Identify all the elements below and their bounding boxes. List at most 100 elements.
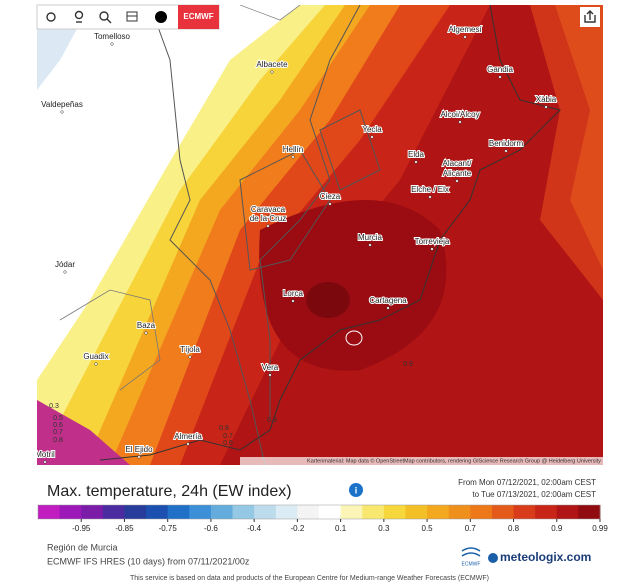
colorbar-tick-label: -0.6	[204, 524, 218, 533]
place: Motril	[35, 449, 56, 464]
contour-label: 0.6	[223, 440, 233, 447]
period-to: to Tue 07/13/2021, 02:00am CEST	[472, 490, 596, 499]
place-dot	[370, 135, 374, 139]
place: Baza	[136, 320, 157, 335]
colorbar-segment	[297, 505, 320, 519]
colorbar-segment	[102, 505, 125, 519]
place: Vera	[261, 362, 280, 377]
place: Gandia	[486, 64, 514, 79]
colorbar: -0.95 -0.85 -0.75 -0.6 -0.4 -0.2 0.1 0.3 0.5 0.7 0…	[37, 504, 608, 533]
colorbar-tick-label: 0.8	[508, 524, 520, 533]
colorbar-segment	[81, 505, 104, 519]
place-dot	[270, 70, 274, 74]
colorbar-segment	[319, 505, 342, 519]
refresh-button[interactable]	[46, 12, 56, 22]
contour-label: 0.6	[53, 422, 63, 429]
place-label: Baza	[137, 321, 156, 330]
place-label: Xàbia	[536, 95, 557, 104]
contour-label: 0.8	[219, 425, 229, 432]
contour-label: 0.5	[53, 415, 63, 422]
place-label: Guadix	[83, 352, 108, 361]
colorbar-segment	[578, 505, 601, 519]
place: Tomelloso	[93, 31, 132, 46]
place-dot	[414, 160, 418, 164]
place-label: Motril	[35, 450, 55, 459]
place: Torrevieja	[414, 236, 451, 251]
model-button-label: ECMWF	[183, 12, 213, 21]
grid-button[interactable]	[126, 11, 138, 22]
place: Jódar	[54, 259, 76, 274]
place-label: Lorca	[283, 289, 304, 298]
place-label: Algemesí	[448, 25, 482, 34]
place: de la Cruz	[249, 213, 287, 228]
info-button[interactable]: i	[349, 483, 363, 497]
place-label: Benidorm	[489, 139, 524, 148]
map[interactable]: Tomelloso Valdepeñas Albacete Hellín Yecla Al…	[35, 5, 603, 465]
place-dot	[94, 362, 98, 366]
place-label: Cieza	[320, 192, 341, 201]
ecmwf-logo-text: ECMWF	[462, 561, 481, 567]
period-from: From Mon 07/12/2021, 02:00am CEST	[458, 478, 596, 487]
colorbar-segment	[189, 505, 212, 519]
place-dot	[188, 355, 192, 359]
place-label: Albacete	[256, 60, 288, 69]
place-label: Alacant/	[443, 159, 473, 168]
colorbar-tick-label: 0.7	[465, 524, 477, 533]
colorbar-segment	[362, 505, 385, 519]
place: Murcia	[357, 232, 384, 247]
colorbar-tick-label: -0.2	[290, 524, 304, 533]
place-dot	[291, 155, 295, 159]
place-label: Cartagena	[369, 296, 407, 305]
colorbar-tick-label: 0.9	[551, 524, 563, 533]
place-dot	[60, 110, 64, 114]
model-info: ECMWF IFS HRES (10 days) from 07/11/2021…	[47, 556, 250, 566]
contour-label: 0.3	[49, 403, 59, 410]
colorbar-tick-label: -0.95	[72, 524, 91, 533]
contour-label: 0.9	[403, 361, 413, 368]
place: Caravaca	[250, 204, 287, 219]
place: Alacant/	[442, 158, 473, 173]
zoom-button[interactable]	[99, 11, 112, 24]
place-label: Yecla	[362, 125, 382, 134]
colorbar-tick-label: 0.3	[378, 524, 390, 533]
colorbar-segment	[513, 505, 536, 519]
place: Yecla	[361, 124, 383, 139]
share-button[interactable]	[580, 7, 600, 27]
place-label: Hellín	[283, 145, 303, 154]
place-dot	[137, 455, 141, 459]
place: Alicante	[442, 168, 473, 183]
place: Xàbia	[535, 94, 558, 109]
place: Guadix	[82, 351, 110, 366]
place-dot	[268, 373, 272, 377]
contour-label: 0.7	[223, 433, 233, 440]
place: Tíjola	[179, 344, 201, 359]
place-dot	[291, 299, 295, 303]
ecmwf-logo: ECMWF	[462, 547, 481, 567]
colorbar-segment	[146, 505, 169, 519]
place-dot	[63, 270, 67, 274]
place-dot	[186, 442, 190, 446]
colorbar-segment	[491, 505, 515, 519]
place-dot	[266, 215, 270, 219]
site-logo: meteologix.com	[488, 550, 591, 564]
model-button[interactable]: ECMWF	[178, 5, 219, 29]
place-dot	[368, 243, 372, 247]
place: Hellín	[282, 144, 304, 159]
legend-title: Max. temperature, 24h (EW index)	[47, 483, 292, 500]
colorbar-tick-label: 0.1	[335, 524, 347, 533]
place: Cartagena	[368, 295, 408, 310]
colorbar-tick-label: 0.5	[422, 524, 434, 533]
colorbar-tick-label: -0.4	[247, 524, 261, 533]
place-label: Gandia	[487, 65, 513, 74]
place-dot	[463, 35, 467, 39]
place-dot	[455, 169, 459, 173]
colorbar-segment	[124, 505, 147, 519]
place-label: Caravaca	[251, 205, 286, 214]
place-label: Tíjola	[180, 345, 200, 354]
location-button[interactable]	[74, 10, 84, 23]
place-label: Elda	[408, 150, 425, 159]
dot-button[interactable]	[155, 11, 167, 23]
colorbar-segment	[340, 505, 363, 519]
place-label: de la Cruz	[250, 214, 286, 223]
